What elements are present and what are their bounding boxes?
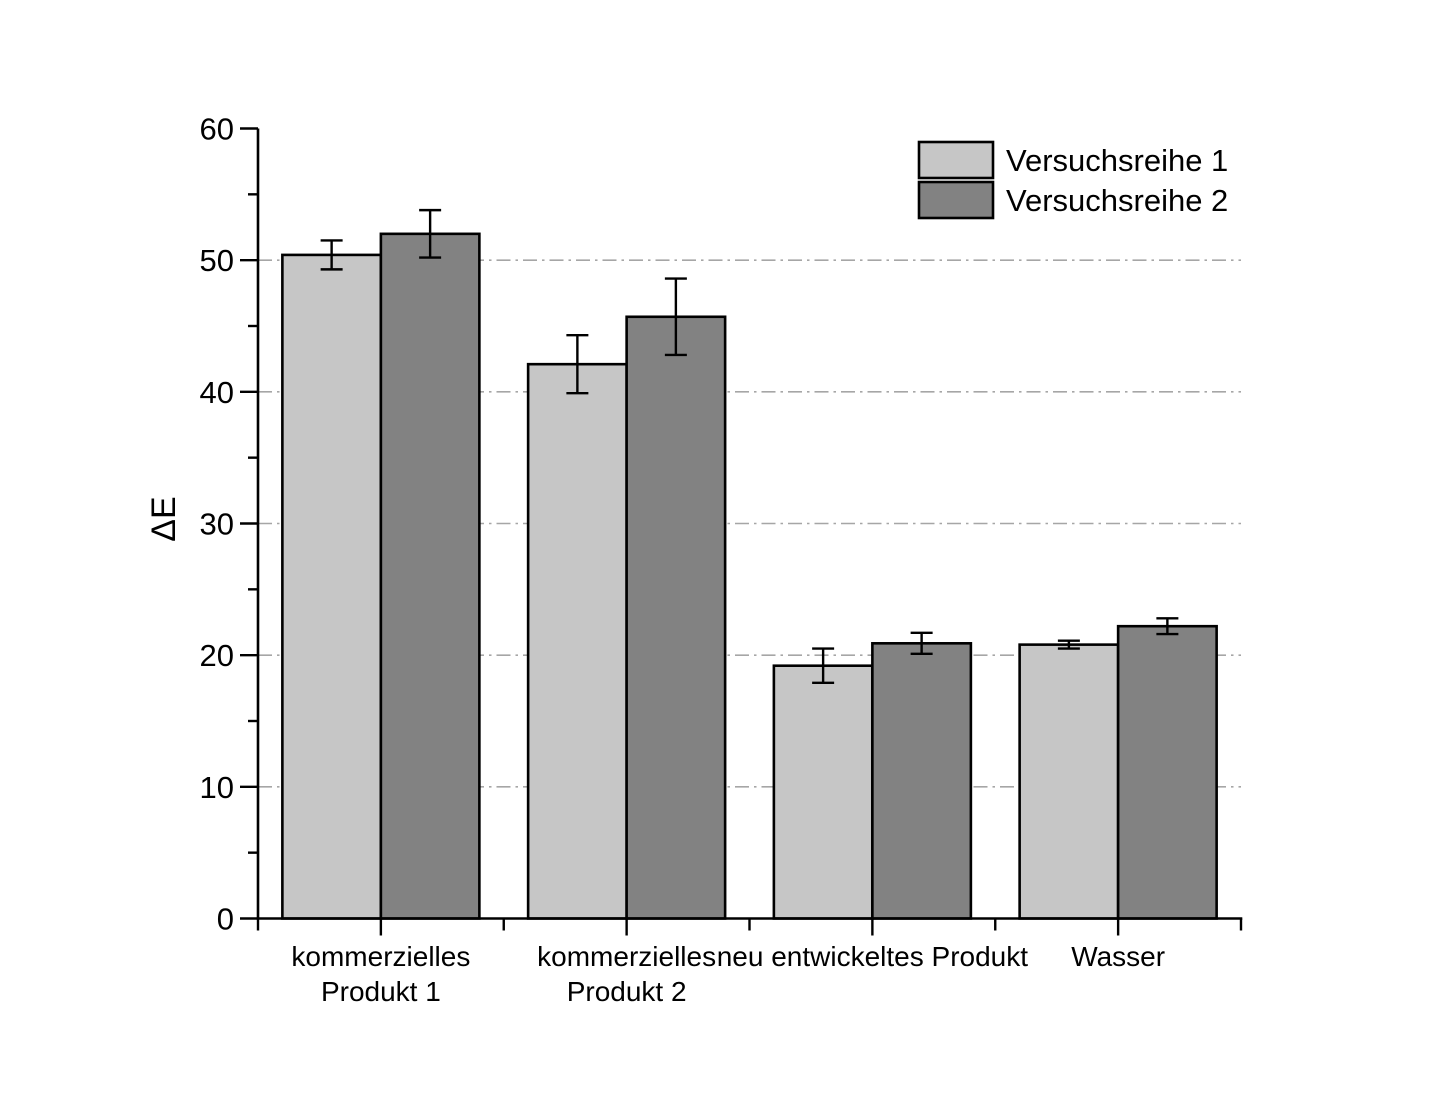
- y-tick-label-60: 60: [200, 111, 234, 146]
- bars-layer: [281, 232, 1218, 920]
- error-bar-versuchsreihe-1-wasser: [1057, 639, 1080, 650]
- error-bar-versuchsreihe-2-neu-entwickeltes-produkt: [910, 631, 933, 656]
- y-tick-label-0: 0: [217, 902, 234, 937]
- legend-swatch-versuchsreihe-1: [917, 140, 995, 180]
- error-bar-versuchsreihe-2-kommerzielles-produkt-1: [419, 208, 442, 259]
- y-tick-label-50: 50: [200, 243, 234, 278]
- bar-versuchsreihe-1-kommerzielles-produkt-2: [526, 362, 628, 920]
- error-bar-versuchsreihe-1-kommerzielles-produkt-1: [320, 239, 343, 271]
- bar-versuchsreihe-2-kommerzielles-produkt-2: [625, 315, 727, 920]
- error-bar-versuchsreihe-2-kommerzielles-produkt-2: [664, 277, 687, 357]
- y-tick-label-30: 30: [200, 506, 234, 541]
- x-category-label-kommerzielles-produkt-1: kommerzielles Produkt 1: [291, 941, 470, 1007]
- x-category-label-kommerzielles-produkt-2: kommerzielles Produkt 2: [537, 941, 716, 1007]
- y-axis-title: ΔE: [145, 496, 183, 541]
- bar-versuchsreihe-1-kommerzielles-produkt-1: [281, 253, 383, 920]
- bar-versuchsreihe-2-neu-entwickeltes-produkt: [871, 642, 973, 920]
- bar-versuchsreihe-2-wasser: [1116, 624, 1218, 920]
- y-tick-labels: 0 10 20 30 40 50 60: [200, 111, 234, 936]
- x-category-label-wasser: Wasser: [1071, 941, 1165, 972]
- legend-label-versuchsreihe-2: Versuchsreihe 2: [1006, 183, 1228, 218]
- y-tick-label-40: 40: [200, 375, 234, 410]
- error-bar-versuchsreihe-2-wasser: [1156, 617, 1179, 636]
- error-bar-versuchsreihe-1-kommerzielles-produkt-2: [566, 334, 589, 395]
- x-category-labels: kommerzielles Produkt 1 kommerzielles Produ…: [291, 941, 1165, 1007]
- legend: Versuchsreihe 1 Versuchsreihe 2: [917, 140, 1228, 220]
- error-bars-layer: [320, 208, 1179, 685]
- x-category-label-neu-entwickeltes-produkt: neu entwickeltes Produkt: [717, 941, 1029, 972]
- legend-swatch-versuchsreihe-2: [917, 180, 995, 220]
- legend-label-versuchsreihe-1: Versuchsreihe 1: [1006, 143, 1228, 178]
- error-bar-versuchsreihe-1-neu-entwickeltes-produkt: [812, 647, 835, 685]
- bar-versuchsreihe-1-wasser: [1018, 643, 1120, 920]
- axes-layer: [240, 127, 1243, 936]
- y-tick-label-20: 20: [200, 638, 234, 673]
- bar-versuchsreihe-2-kommerzielles-produkt-1: [379, 232, 481, 920]
- bar-versuchsreihe-1-neu-entwickeltes-produkt: [772, 664, 874, 920]
- y-tick-label-10: 10: [200, 770, 234, 805]
